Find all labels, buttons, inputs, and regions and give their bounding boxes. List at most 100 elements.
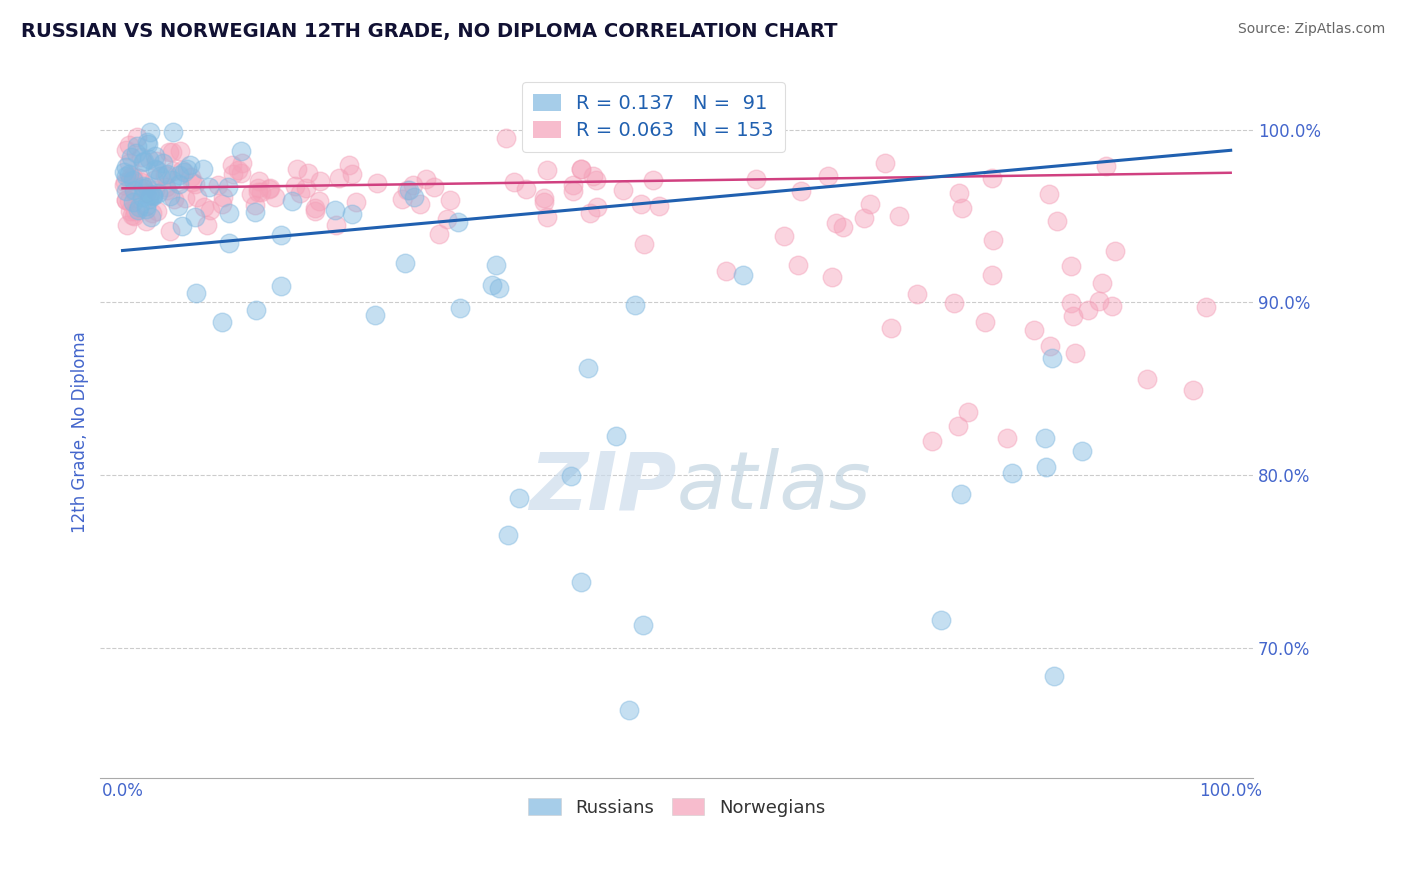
Point: [131, 190, 153, 204]
Point: [586, 200, 609, 214]
Point: [344, 195, 367, 210]
Point: [402, 178, 425, 192]
Point: [921, 434, 943, 448]
Point: [156, 167, 179, 181]
Point: [569, 575, 592, 590]
Point: [983, 233, 1005, 247]
Point: [821, 269, 844, 284]
Point: [648, 199, 671, 213]
Point: [245, 205, 267, 219]
Text: Source: ZipAtlas.com: Source: ZipAtlas.com: [1237, 22, 1385, 37]
Point: [180, 169, 202, 184]
Point: [136, 180, 159, 194]
Point: [162, 125, 184, 139]
Point: [569, 161, 592, 176]
Point: [1195, 300, 1218, 314]
Point: [141, 188, 163, 202]
Point: [167, 168, 190, 182]
Point: [1091, 277, 1114, 291]
Point: [122, 185, 145, 199]
Point: [183, 211, 205, 225]
Point: [141, 205, 163, 219]
Point: [995, 431, 1018, 445]
Point: [160, 145, 183, 160]
Point: [429, 227, 451, 241]
Point: [605, 428, 627, 442]
Point: [128, 170, 150, 185]
Point: [285, 162, 308, 177]
Point: [536, 210, 558, 224]
Point: [394, 256, 416, 270]
Point: [132, 153, 155, 168]
Point: [859, 197, 882, 211]
Point: [772, 229, 794, 244]
Point: [887, 210, 910, 224]
Point: [127, 179, 149, 194]
Point: [122, 173, 145, 187]
Point: [115, 194, 138, 208]
Point: [1024, 323, 1046, 337]
Point: [1062, 309, 1084, 323]
Point: [231, 165, 253, 179]
Point: [617, 703, 640, 717]
Point: [142, 173, 165, 187]
Point: [366, 176, 388, 190]
Point: [155, 179, 177, 194]
Point: [515, 182, 537, 196]
Point: [114, 143, 136, 157]
Point: [415, 171, 437, 186]
Point: [308, 174, 330, 188]
Point: [1040, 351, 1063, 366]
Point: [118, 167, 141, 181]
Y-axis label: 12th Grade, No Diploma: 12th Grade, No Diploma: [72, 331, 89, 533]
Point: [562, 184, 585, 198]
Point: [974, 316, 997, 330]
Point: [135, 202, 157, 216]
Point: [1035, 460, 1057, 475]
Point: [211, 315, 233, 329]
Point: [211, 189, 233, 203]
Point: [880, 320, 903, 334]
Point: [449, 301, 471, 316]
Point: [118, 203, 141, 218]
Point: [115, 184, 138, 198]
Point: [197, 179, 219, 194]
Point: [929, 613, 952, 627]
Point: [560, 469, 582, 483]
Point: [143, 183, 166, 197]
Point: [240, 186, 263, 201]
Point: [142, 187, 165, 202]
Point: [270, 227, 292, 242]
Point: [1077, 303, 1099, 318]
Point: [585, 173, 607, 187]
Point: [118, 173, 141, 187]
Point: [146, 186, 169, 201]
Point: [114, 193, 136, 207]
Point: [247, 185, 270, 199]
Point: [439, 193, 461, 207]
Point: [184, 286, 207, 301]
Point: [135, 135, 157, 149]
Point: [1001, 467, 1024, 481]
Point: [247, 174, 270, 188]
Point: [562, 178, 585, 193]
Point: [146, 204, 169, 219]
Point: [790, 184, 813, 198]
Point: [1104, 244, 1126, 259]
Point: [207, 178, 229, 192]
Point: [745, 171, 768, 186]
Point: [169, 145, 191, 159]
Point: [342, 207, 364, 221]
Point: [1095, 159, 1118, 173]
Point: [308, 194, 330, 208]
Point: [641, 172, 664, 186]
Point: [131, 154, 153, 169]
Point: [280, 194, 302, 208]
Point: [218, 206, 240, 220]
Point: [325, 218, 347, 232]
Point: [167, 199, 190, 213]
Point: [121, 194, 143, 209]
Point: [447, 215, 470, 229]
Point: [121, 208, 143, 222]
Point: [787, 258, 810, 272]
